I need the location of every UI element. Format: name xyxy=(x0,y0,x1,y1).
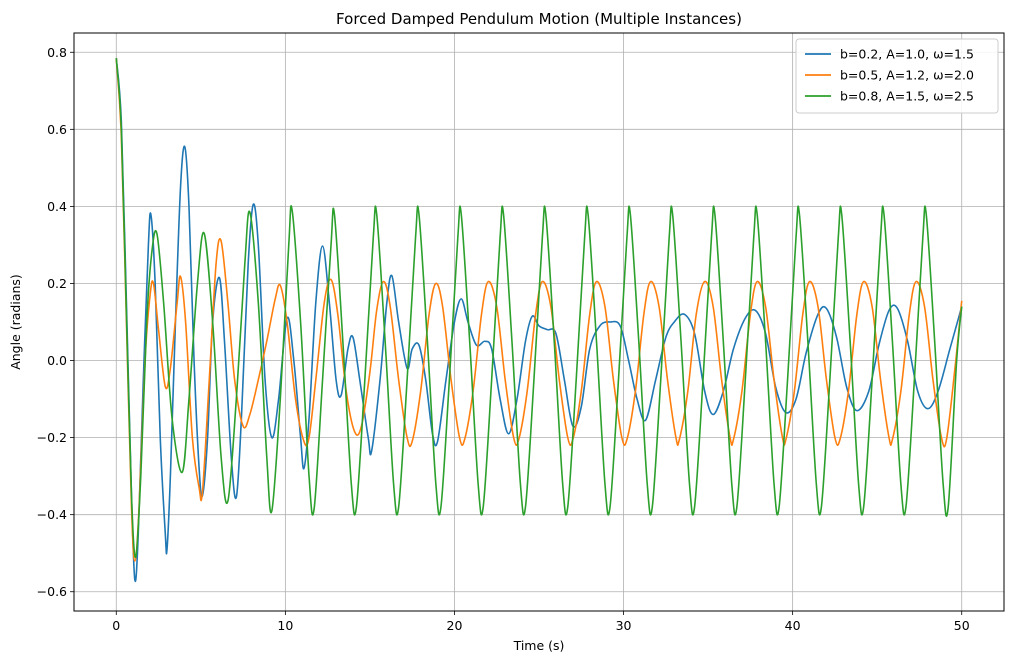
y-tick-label: 0.8 xyxy=(47,45,67,60)
legend: b=0.2, A=1.0, ω=1.5 b=0.5, A=1.2, ω=2.0 b=… xyxy=(795,38,999,114)
legend-box xyxy=(795,38,999,114)
x-tick-label: 30 xyxy=(616,618,632,633)
y-tick-label: −0.6 xyxy=(37,584,67,599)
plot-area xyxy=(115,57,963,583)
legend-label: b=0.5, A=1.2, ω=2.0 xyxy=(840,68,974,83)
y-tick-label: 0.2 xyxy=(47,276,67,291)
x-axis-title: Time (s) xyxy=(513,638,565,653)
y-tick-label: 0.6 xyxy=(47,122,67,137)
x-tick-label: 40 xyxy=(785,618,801,633)
x-tick-label: 10 xyxy=(277,618,293,633)
y-tick-label: −0.2 xyxy=(37,430,67,445)
ticks: 0 10 20 30 40 50 −0.6 −0.4 −0.2 0.0 0.2 0.4 0.6 0.8 xyxy=(37,45,970,633)
series-lines xyxy=(115,57,963,583)
y-tick-label: −0.4 xyxy=(37,507,67,522)
chart-title: Forced Damped Pendulum Motion (Multiple … xyxy=(336,10,742,28)
x-tick-label: 20 xyxy=(447,618,463,633)
legend-label: b=0.2, A=1.0, ω=1.5 xyxy=(840,47,974,62)
x-tick-label: 0 xyxy=(112,618,120,633)
legend-label: b=0.8, A=1.5, ω=2.5 xyxy=(840,89,974,104)
y-tick-label: 0.0 xyxy=(47,353,67,368)
x-tick-label: 50 xyxy=(954,618,970,633)
series-line-3 xyxy=(115,57,963,558)
grid xyxy=(74,33,1004,611)
series-line-1 xyxy=(115,57,963,583)
y-tick-label: 0.4 xyxy=(47,199,67,214)
y-axis-title: Angle (radians) xyxy=(8,274,23,370)
series-line-2 xyxy=(115,57,963,562)
axes-frame xyxy=(73,32,1005,612)
